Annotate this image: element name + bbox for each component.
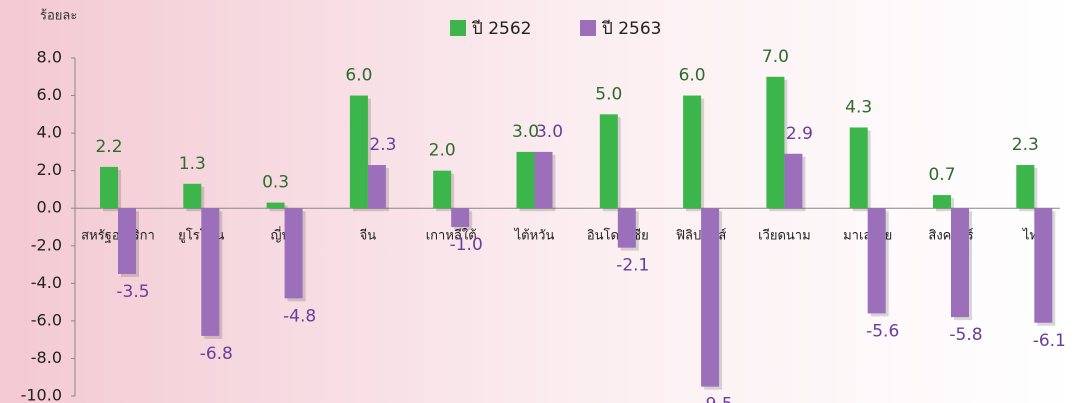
bar (933, 195, 951, 209)
bar (617, 208, 636, 248)
data-label: -4.8 (283, 306, 316, 326)
y-tick-label: 2.0 (37, 160, 62, 179)
bar (284, 208, 303, 299)
y-tick-label: -8.0 (31, 348, 62, 367)
data-label: 3.0 (536, 122, 563, 142)
legend-swatch (580, 20, 596, 36)
bar (766, 76, 785, 209)
bar (516, 151, 535, 209)
data-label: 6.0 (679, 66, 706, 86)
legend-label: ปี 2563 (601, 19, 661, 39)
data-label: -5.8 (949, 325, 982, 345)
bar (784, 153, 803, 209)
legend-swatch (450, 20, 466, 36)
data-label: 2.0 (429, 141, 456, 161)
y-tick-label: -6.0 (31, 310, 62, 329)
data-label: 6.0 (345, 66, 372, 86)
bar (599, 114, 618, 209)
data-label: 2.3 (1012, 135, 1039, 155)
bar (1016, 165, 1035, 209)
bar (201, 208, 220, 336)
data-label: -6.1 (1033, 331, 1066, 351)
y-tick-label: 0.0 (37, 198, 62, 217)
bar (849, 127, 868, 209)
data-label: 7.0 (762, 47, 789, 67)
data-label: 5.0 (595, 84, 622, 104)
bar (683, 95, 702, 209)
x-tick-label: ไต้หวัน (514, 228, 555, 244)
y-tick-label: -4.0 (31, 273, 62, 292)
data-label: -5.6 (866, 321, 899, 341)
data-label: 0.7 (928, 165, 955, 185)
y-tick-label: 8.0 (37, 48, 62, 67)
y-tick-label: 6.0 (37, 85, 62, 104)
x-tick-label: อินโดนีเซีย (587, 228, 649, 244)
bar (118, 208, 136, 274)
x-tick-label: เวียดนาม (758, 228, 811, 244)
data-label: 3.0 (512, 122, 539, 142)
x-tick-label: จีน (359, 228, 376, 244)
bar-shadow (269, 205, 288, 212)
data-label: 2.3 (369, 135, 396, 155)
bar (367, 165, 386, 209)
data-label: 2.2 (95, 137, 122, 157)
bar (266, 202, 285, 209)
bar (433, 170, 452, 209)
bar (951, 208, 969, 318)
bar (183, 183, 202, 209)
data-label: 0.3 (262, 173, 289, 193)
bar (867, 208, 886, 314)
bar (100, 166, 118, 209)
bar (451, 208, 470, 227)
data-label: 4.3 (845, 97, 872, 117)
bar (534, 151, 553, 209)
data-label: 2.9 (786, 124, 813, 144)
bar (701, 208, 720, 387)
data-label: -2.1 (616, 256, 649, 276)
bar (1034, 208, 1053, 323)
y-tick-label: -2.0 (31, 235, 62, 254)
y-axis-label: ร้อยละ (40, 9, 77, 24)
data-label: -6.8 (200, 344, 233, 364)
bar (349, 95, 368, 209)
data-label: -3.5 (116, 282, 149, 302)
data-label: -9.5 (700, 395, 733, 403)
data-label: -1.0 (450, 235, 483, 255)
legend-label: ปี 2562 (471, 19, 531, 39)
data-label: 1.3 (179, 154, 206, 174)
y-tick-label: -10.0 (21, 386, 62, 403)
y-tick-label: 4.0 (37, 123, 62, 142)
x-tick-label: เกาหลีใต้ (426, 228, 477, 244)
